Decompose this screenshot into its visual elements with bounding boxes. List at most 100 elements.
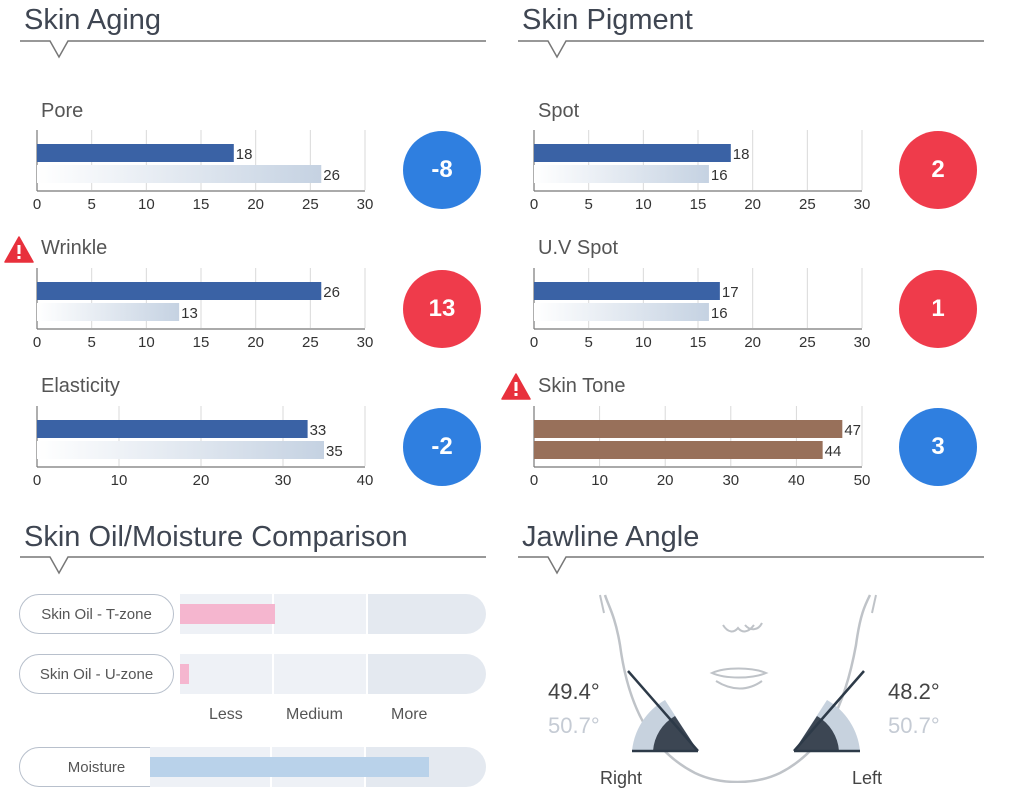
bar-previous (37, 303, 180, 321)
scale-label-less: Less (209, 706, 243, 723)
scale-label-medium: Medium (286, 706, 343, 723)
section-underline (20, 40, 486, 59)
tick-label: 25 (799, 196, 816, 213)
tick-label: 20 (193, 472, 210, 489)
tick-label: 15 (193, 334, 210, 351)
section-underline (518, 556, 984, 575)
data-label: 44 (825, 443, 842, 460)
bar-previous (37, 165, 322, 183)
left-side-label: Left (852, 768, 883, 788)
right-jaw-reference: 50.7° (548, 713, 600, 738)
tick-label: 0 (33, 196, 41, 213)
bar-current (534, 144, 731, 162)
difference-badge-pore: -8 (403, 131, 481, 209)
tick-label: 40 (357, 472, 374, 489)
tick-label: 30 (275, 472, 292, 489)
tick-label: 25 (302, 334, 319, 351)
metric-label-spot: Spot (538, 100, 580, 122)
tick-label: 40 (788, 472, 805, 489)
bar-current (37, 420, 308, 438)
section-title-jawline: Jawline Angle (522, 521, 700, 553)
tick-label: 30 (722, 472, 739, 489)
bar-current (37, 144, 234, 162)
tick-label: 15 (690, 334, 707, 351)
tick-label: 10 (111, 472, 128, 489)
difference-badge-wrinkle: 13 (403, 270, 481, 348)
oil-t-zone-label: Skin Oil - T-zone (19, 594, 174, 634)
section-title-oil-moisture: Skin Oil/Moisture Comparison (24, 521, 408, 553)
data-label: 16 (711, 167, 728, 184)
chart-spot: 18 16 0 5 10 15 20 25 30 (530, 130, 871, 213)
data-label: 26 (323, 284, 340, 301)
oil-t-zone-level (180, 604, 275, 624)
scale-label-more: More (391, 706, 428, 723)
bar-previous (37, 441, 324, 459)
warning-icon (501, 373, 531, 400)
chart-pore: 18 26 0 5 10 15 20 25 30 (33, 130, 373, 213)
bar-current (534, 420, 843, 438)
bar-previous (534, 165, 709, 183)
tick-label: 0 (530, 196, 538, 213)
bar-current (37, 282, 322, 300)
data-label: 17 (722, 284, 739, 301)
tick-label: 50 (854, 472, 871, 489)
metric-label-skin-tone: Skin Tone (538, 375, 626, 397)
section-title-skin-aging: Skin Aging (24, 4, 162, 36)
oil-u-zone-track (180, 654, 486, 694)
data-label: 18 (236, 146, 253, 163)
tick-label: 30 (357, 334, 374, 351)
metric-label-wrinkle: Wrinkle (41, 237, 108, 259)
tick-label: 10 (635, 196, 652, 213)
tick-label: 30 (854, 196, 871, 213)
tick-label: 5 (584, 196, 592, 213)
difference-badge-elasticity: -2 (403, 408, 481, 486)
section-underline (518, 40, 984, 59)
warning-icon (4, 236, 34, 263)
moisture-track (150, 747, 486, 787)
tick-label: 5 (87, 196, 95, 213)
chart-elasticity: 33 35 0 10 20 30 40 (33, 406, 374, 489)
tick-label: 15 (193, 196, 210, 213)
data-label: 18 (733, 146, 750, 163)
right-jaw-angle: 49.4° (548, 679, 600, 704)
tick-label: 20 (744, 334, 761, 351)
tick-label: 0 (33, 472, 41, 489)
tick-label: 0 (530, 472, 538, 489)
bar-previous (534, 441, 823, 459)
tick-label: 20 (744, 196, 761, 213)
oil-u-zone-label: Skin Oil - U-zone (19, 654, 174, 694)
difference-badge-spot: 2 (899, 131, 977, 209)
face-illustration (599, 594, 877, 783)
moisture-level (150, 757, 429, 777)
data-label: 33 (310, 422, 327, 439)
tick-label: 25 (799, 334, 816, 351)
section-underline (20, 556, 486, 575)
data-label: 13 (181, 305, 198, 322)
data-label: 26 (323, 167, 340, 184)
oil-u-zone-level (180, 664, 190, 684)
tick-label: 5 (87, 334, 95, 351)
tick-label: 10 (138, 334, 155, 351)
tick-label: 20 (657, 472, 674, 489)
left-jaw-reference: 50.7° (888, 713, 940, 738)
section-title-skin-pigment: Skin Pigment (522, 4, 693, 36)
left-jaw-angle: 48.2° (888, 679, 940, 704)
data-label: 47 (844, 422, 861, 439)
moisture-label: Moisture (19, 747, 174, 787)
tick-label: 15 (690, 196, 707, 213)
difference-badge-skin-tone: 3 (899, 408, 977, 486)
tick-label: 0 (530, 334, 538, 351)
chart-uv-spot: 17 16 0 5 10 15 20 25 30 (530, 268, 871, 351)
tick-label: 20 (247, 196, 264, 213)
bar-current (534, 282, 720, 300)
bar-previous (534, 303, 709, 321)
oil-t-zone-track (180, 594, 486, 634)
data-label: 35 (326, 443, 343, 460)
metric-label-elasticity: Elasticity (41, 375, 120, 397)
metric-label-uv-spot: U.V Spot (538, 237, 619, 259)
tick-label: 30 (854, 334, 871, 351)
right-side-label: Right (600, 768, 643, 788)
chart-wrinkle: 26 13 0 5 10 15 20 25 30 (33, 268, 374, 351)
metric-label-pore: Pore (41, 100, 84, 122)
